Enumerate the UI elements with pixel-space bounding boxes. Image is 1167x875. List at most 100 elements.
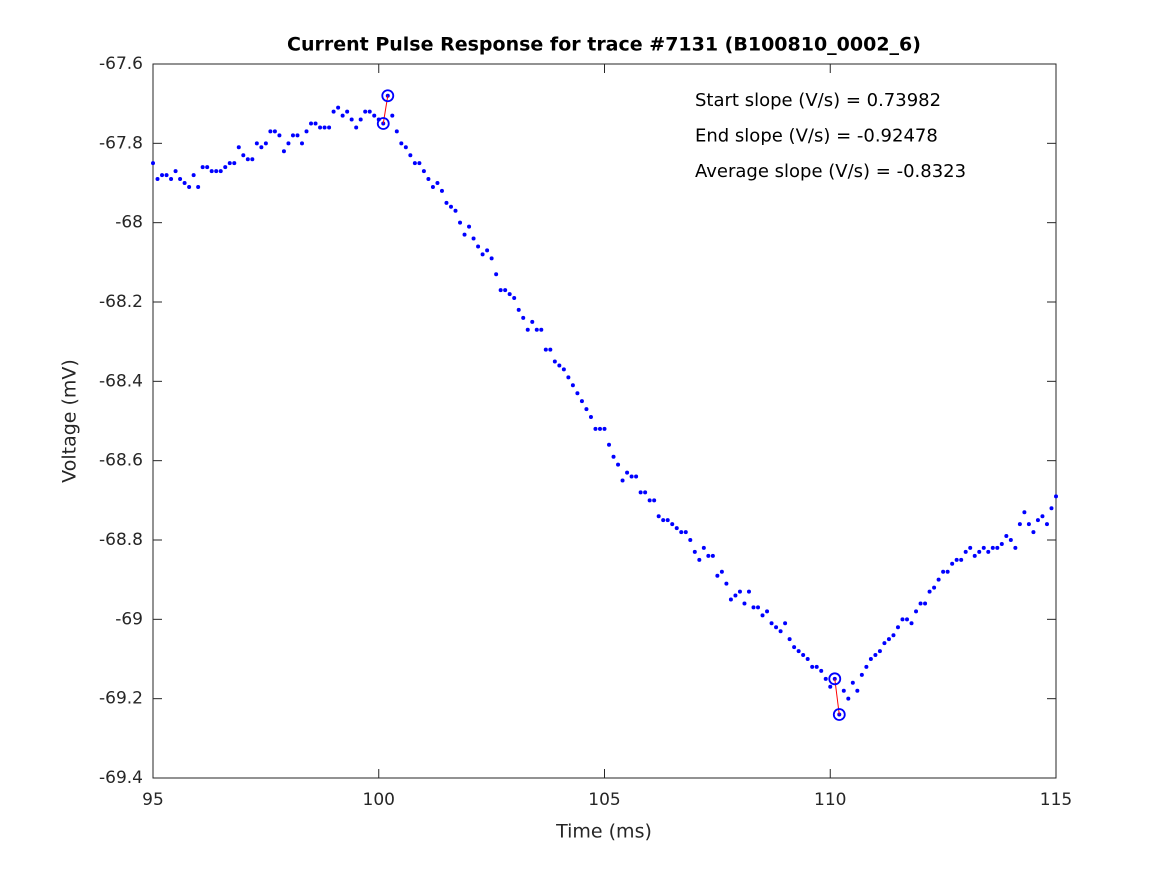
- data-point: [485, 248, 490, 253]
- data-point: [760, 613, 765, 618]
- data-point: [1049, 506, 1054, 511]
- data-point: [616, 462, 621, 467]
- data-point: [742, 601, 747, 606]
- data-point: [268, 129, 273, 134]
- data-point: [245, 157, 250, 162]
- data-point: [498, 288, 503, 293]
- data-point: [209, 169, 214, 174]
- data-point: [345, 109, 350, 114]
- data-point: [968, 545, 973, 550]
- x-axis-label: Time (ms): [555, 821, 652, 843]
- data-point: [769, 621, 774, 626]
- data-point: [995, 545, 1000, 550]
- data-point: [855, 688, 860, 693]
- data-point: [1040, 514, 1045, 519]
- data-point: [272, 129, 277, 134]
- data-point: [1054, 494, 1058, 499]
- data-point: [489, 256, 494, 261]
- data-point: [394, 129, 399, 134]
- data-point: [1044, 522, 1049, 527]
- data-point: [954, 557, 959, 562]
- data-point: [990, 545, 995, 550]
- data-point: [683, 530, 688, 535]
- data-point: [999, 541, 1004, 546]
- data-point: [309, 121, 314, 126]
- data-point: [927, 589, 932, 594]
- data-point: [661, 518, 666, 523]
- data-point: [868, 657, 873, 661]
- data-point: [679, 530, 684, 535]
- data-point: [349, 117, 354, 122]
- y-tick-label: -68.2: [99, 292, 143, 312]
- data-point: [895, 625, 900, 630]
- data-point: [828, 684, 833, 689]
- data-point: [480, 252, 485, 257]
- data-point: [914, 609, 919, 614]
- data-point: [909, 621, 914, 626]
- data-point: [1022, 510, 1027, 515]
- data-point: [986, 549, 991, 554]
- y-tick-label: -69.4: [99, 768, 143, 788]
- data-point: [945, 569, 950, 574]
- data-point: [1026, 522, 1031, 527]
- data-point: [579, 399, 584, 404]
- data-point: [354, 125, 359, 130]
- slope-point: [832, 708, 846, 721]
- data-point: [187, 184, 192, 189]
- data-point: [439, 188, 444, 193]
- data-point: [877, 649, 882, 654]
- x-tick-label: 115: [1040, 790, 1072, 810]
- data-point: [390, 113, 395, 118]
- x-tick-label: 95: [142, 790, 164, 810]
- data-point: [570, 383, 575, 388]
- data-point: [363, 109, 368, 114]
- data-point: [620, 478, 625, 483]
- data-point: [715, 573, 720, 578]
- data-point: [534, 327, 539, 332]
- data-point: [801, 653, 806, 658]
- y-tick-label: -67.8: [99, 133, 143, 153]
- data-point: [905, 617, 910, 622]
- data-point: [521, 315, 526, 320]
- data-point: [503, 288, 508, 293]
- data-point: [864, 664, 869, 669]
- data-point: [471, 236, 476, 241]
- data-point: [259, 145, 264, 150]
- y-tick-label: -68.8: [99, 530, 143, 550]
- data-point: [561, 367, 566, 372]
- data-point: [1031, 530, 1036, 535]
- data-point: [340, 113, 345, 118]
- data-point: [918, 601, 923, 606]
- data-point: [164, 173, 169, 178]
- y-tick-label: -68.6: [99, 451, 143, 471]
- data-point: [647, 498, 652, 503]
- data-point: [448, 204, 453, 209]
- data-point: [494, 272, 499, 277]
- data-point: [959, 557, 964, 562]
- data-point: [977, 549, 982, 554]
- data-point: [160, 173, 165, 178]
- data-point: [701, 545, 706, 550]
- data-point: [232, 161, 237, 166]
- data-point: [250, 157, 255, 162]
- data-point: [846, 696, 851, 701]
- data-point: [629, 474, 634, 479]
- data-point: [593, 426, 598, 431]
- data-point: [552, 359, 557, 364]
- data-point: [656, 514, 661, 519]
- data-point: [891, 633, 896, 638]
- data-point: [810, 664, 815, 669]
- data-point: [882, 641, 887, 646]
- data-point: [178, 177, 183, 182]
- x-tick-label: 110: [814, 790, 846, 810]
- data-point: [399, 141, 404, 146]
- data-point: [182, 181, 187, 185]
- data-point: [1004, 534, 1009, 539]
- data-point: [719, 569, 724, 574]
- data-point: [530, 319, 535, 324]
- data-point: [277, 133, 282, 138]
- y-tick-label: -68: [115, 213, 143, 233]
- data-point: [787, 637, 792, 642]
- slope-point: [376, 117, 390, 130]
